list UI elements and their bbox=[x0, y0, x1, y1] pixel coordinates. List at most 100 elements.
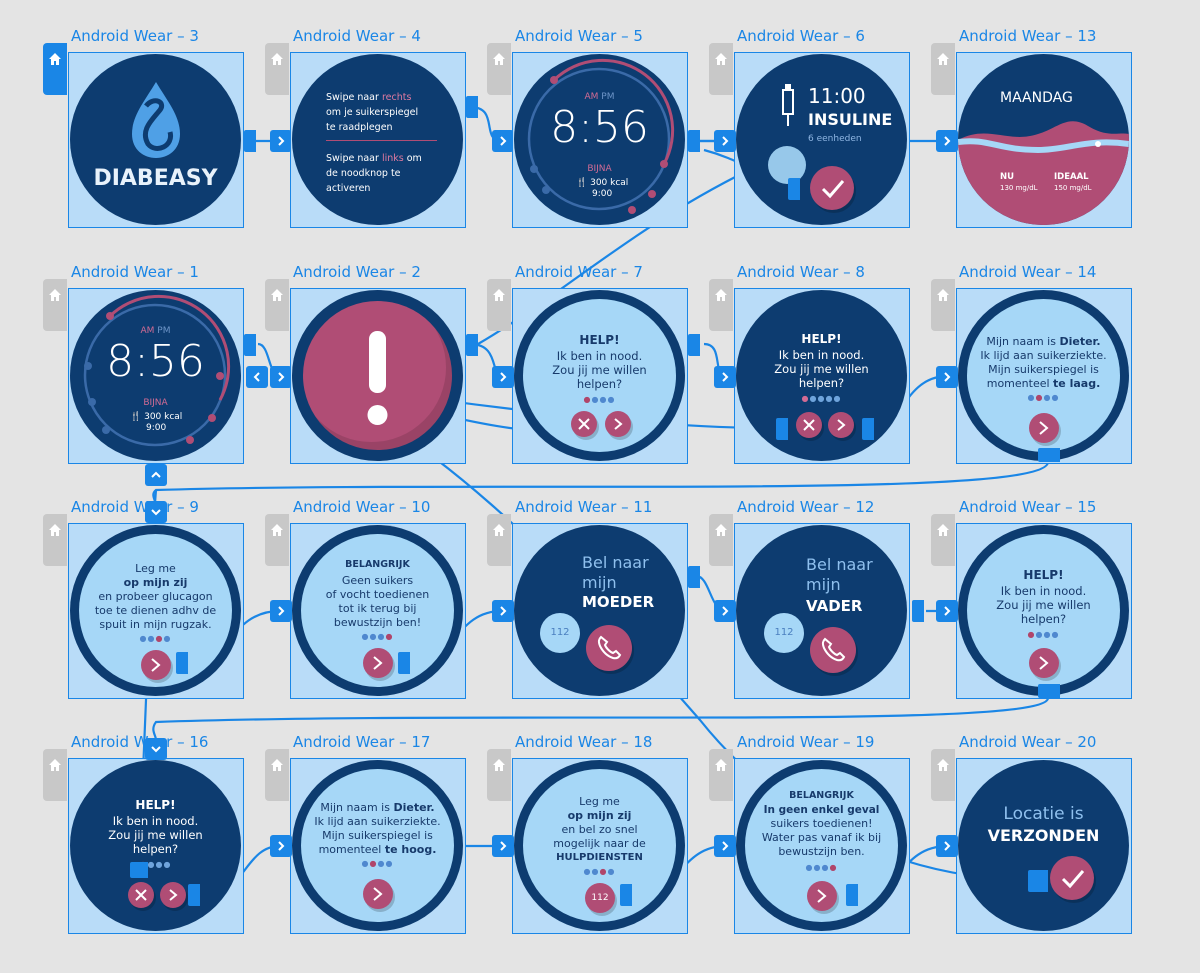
home-icon[interactable] bbox=[709, 279, 733, 331]
call-button[interactable] bbox=[586, 625, 632, 671]
artboard-android-wear-16[interactable]: Android Wear – 16 HELP! Ik ben in nood. … bbox=[43, 733, 244, 934]
artboard-android-wear-1[interactable]: Android Wear – 1 AM PM 8:56 BIJNA 🍴 300 … bbox=[43, 263, 244, 464]
connector-handle[interactable] bbox=[1038, 448, 1060, 462]
connector-handle[interactable] bbox=[244, 334, 256, 356]
artboard-android-wear-2[interactable]: Android Wear – 2 bbox=[265, 263, 466, 464]
link-arrow-icon[interactable] bbox=[270, 130, 292, 152]
home-icon[interactable] bbox=[709, 514, 733, 566]
home-icon[interactable] bbox=[43, 43, 67, 95]
next-button[interactable] bbox=[363, 879, 393, 909]
connector-handle[interactable] bbox=[688, 130, 700, 152]
artboard-android-wear-20[interactable]: Android Wear – 20 Locatie is VERZONDEN bbox=[931, 733, 1132, 934]
emergency-112-button[interactable]: 112 bbox=[585, 883, 615, 913]
link-arrow-icon[interactable] bbox=[936, 130, 958, 152]
link-up-icon[interactable] bbox=[145, 464, 167, 486]
next-button[interactable] bbox=[141, 650, 171, 680]
next-button[interactable] bbox=[1029, 648, 1059, 678]
artboard-android-wear-9[interactable]: Android Wear – 9 Leg me op mijn zij en p… bbox=[43, 498, 244, 699]
connector-handle[interactable] bbox=[688, 566, 700, 588]
connector-handle[interactable] bbox=[776, 418, 788, 440]
connector-handle[interactable] bbox=[846, 884, 858, 906]
connector-handle[interactable] bbox=[862, 418, 874, 440]
connector-handle[interactable] bbox=[1038, 684, 1060, 698]
home-icon[interactable] bbox=[709, 749, 733, 801]
home-icon[interactable] bbox=[487, 279, 511, 331]
connector-handle[interactable] bbox=[244, 130, 256, 152]
link-arrow-icon[interactable] bbox=[270, 835, 292, 857]
home-icon[interactable] bbox=[931, 279, 955, 331]
home-icon[interactable] bbox=[487, 749, 511, 801]
artboard-android-wear-3[interactable]: Android Wear – 3 DIABEASY bbox=[43, 27, 244, 228]
link-down-icon[interactable] bbox=[145, 738, 167, 760]
home-icon[interactable] bbox=[931, 749, 955, 801]
artboard-android-wear-8[interactable]: Android Wear – 8 HELP! Ik ben in nood. Z… bbox=[709, 263, 910, 464]
next-button[interactable] bbox=[605, 411, 631, 437]
link-arrow-icon[interactable] bbox=[492, 835, 514, 857]
next-button[interactable] bbox=[363, 648, 393, 678]
home-icon[interactable] bbox=[43, 749, 67, 801]
next-button[interactable] bbox=[160, 882, 186, 908]
home-icon[interactable] bbox=[931, 514, 955, 566]
connector-handle[interactable] bbox=[620, 884, 632, 906]
home-icon[interactable] bbox=[265, 279, 289, 331]
emergency-112-button[interactable]: 112 bbox=[540, 613, 580, 653]
link-arrow-icon[interactable] bbox=[492, 366, 514, 388]
home-icon[interactable] bbox=[487, 514, 511, 566]
next-button[interactable] bbox=[1029, 413, 1059, 443]
snooze-button[interactable] bbox=[768, 146, 806, 184]
link-arrow-icon[interactable] bbox=[936, 366, 958, 388]
artboard-android-wear-5[interactable]: Android Wear – 5 AM PM 8:56 BIJNA 🍴 300 … bbox=[487, 27, 688, 228]
link-arrow-icon[interactable] bbox=[714, 835, 736, 857]
link-arrow-icon[interactable] bbox=[270, 600, 292, 622]
confirm-button[interactable] bbox=[810, 166, 854, 210]
link-arrow-icon[interactable] bbox=[936, 835, 958, 857]
connector-handle[interactable] bbox=[788, 178, 800, 200]
link-arrow-icon[interactable] bbox=[936, 600, 958, 622]
artboard-android-wear-15[interactable]: Android Wear – 15 HELP! Ik ben in nood. … bbox=[931, 498, 1132, 699]
link-arrow-icon[interactable] bbox=[714, 366, 736, 388]
next-button[interactable] bbox=[807, 881, 837, 911]
emergency-112-button[interactable]: 112 bbox=[764, 613, 804, 653]
artboard-android-wear-12[interactable]: Android Wear – 12 Bel naar mijn VADER 11… bbox=[709, 498, 910, 699]
artboard-android-wear-18[interactable]: Android Wear – 18 Leg me op mijn zij en … bbox=[487, 733, 688, 934]
connector-handle[interactable] bbox=[688, 334, 700, 356]
cancel-button[interactable] bbox=[128, 882, 154, 908]
home-icon[interactable] bbox=[43, 514, 67, 566]
home-icon[interactable] bbox=[931, 43, 955, 95]
artboard-android-wear-14[interactable]: Android Wear – 14 Mijn naam is Dieter. I… bbox=[931, 263, 1132, 464]
confirm-button[interactable] bbox=[1050, 856, 1094, 900]
connector-handle[interactable] bbox=[466, 96, 478, 118]
cancel-button[interactable] bbox=[571, 411, 597, 437]
home-icon[interactable] bbox=[265, 749, 289, 801]
home-icon[interactable] bbox=[709, 43, 733, 95]
artboard-android-wear-6[interactable]: Android Wear – 6 11:00 INSULINE 6 eenhed… bbox=[709, 27, 910, 228]
home-icon[interactable] bbox=[487, 43, 511, 95]
next-button[interactable] bbox=[828, 412, 854, 438]
link-back-icon[interactable] bbox=[246, 366, 268, 388]
artboard-android-wear-7[interactable]: Android Wear – 7 HELP! Ik ben in nood. Z… bbox=[487, 263, 688, 464]
link-arrow-icon[interactable] bbox=[492, 600, 514, 622]
home-icon[interactable] bbox=[265, 43, 289, 95]
artboard-android-wear-19[interactable]: Android Wear – 19 BELANGRIJK In geen enk… bbox=[709, 733, 910, 934]
link-arrow-icon[interactable] bbox=[714, 130, 736, 152]
artboard-android-wear-10[interactable]: Android Wear – 10 BELANGRIJK Geen suiker… bbox=[265, 498, 466, 699]
home-icon[interactable] bbox=[265, 514, 289, 566]
emergency-button[interactable] bbox=[303, 301, 452, 450]
home-icon[interactable] bbox=[43, 279, 67, 331]
connector-handle[interactable] bbox=[130, 862, 148, 878]
cancel-button[interactable] bbox=[796, 412, 822, 438]
artboard-android-wear-13[interactable]: Android Wear – 13 MAANDAG NU 130 mg/dL I… bbox=[931, 27, 1132, 228]
artboard-android-wear-11[interactable]: Android Wear – 11 Bel naar mijn MOEDER 1… bbox=[487, 498, 688, 699]
call-button[interactable] bbox=[810, 627, 856, 673]
artboard-android-wear-17[interactable]: Android Wear – 17 Mijn naam is Dieter. I… bbox=[265, 733, 466, 934]
connector-handle[interactable] bbox=[176, 652, 188, 674]
link-arrow-icon[interactable] bbox=[492, 130, 514, 152]
connector-handle[interactable] bbox=[1028, 870, 1048, 892]
connector-handle[interactable] bbox=[912, 600, 924, 622]
link-arrow-icon[interactable] bbox=[714, 600, 736, 622]
connector-handle[interactable] bbox=[398, 652, 410, 674]
connector-handle[interactable] bbox=[466, 334, 478, 356]
connector-handle[interactable] bbox=[188, 884, 200, 906]
artboard-android-wear-4[interactable]: Android Wear – 4 Swipe naar rechts om je… bbox=[265, 27, 466, 228]
link-arrow-icon[interactable] bbox=[270, 366, 292, 388]
